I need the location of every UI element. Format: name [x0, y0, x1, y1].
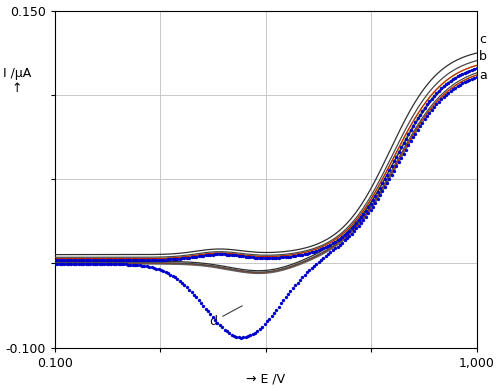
- Text: c: c: [479, 33, 486, 46]
- Text: a: a: [479, 69, 486, 82]
- Text: d: d: [210, 306, 242, 328]
- Y-axis label: I /μA
↑: I /μA ↑: [3, 67, 31, 95]
- X-axis label: → E /V: → E /V: [246, 373, 286, 386]
- Text: b: b: [479, 50, 486, 63]
